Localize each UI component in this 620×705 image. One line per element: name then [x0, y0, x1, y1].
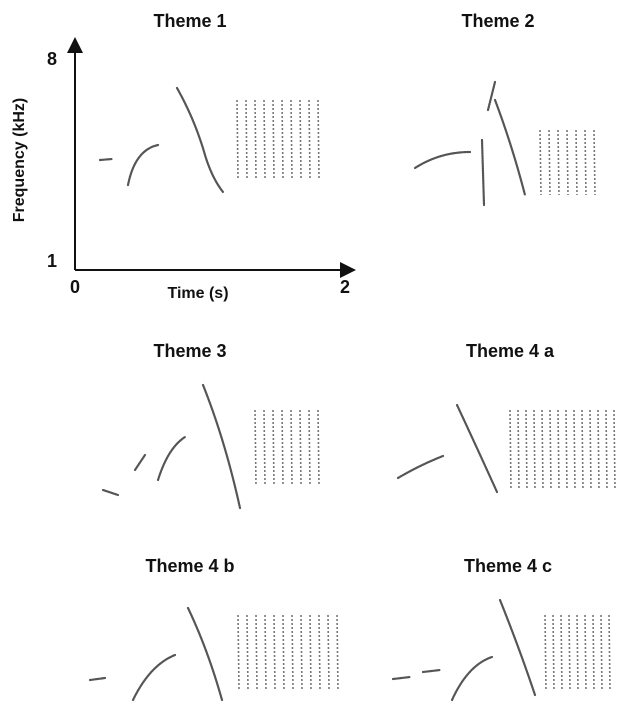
y-tick-label: 8: [47, 49, 57, 69]
trill-note: [557, 409, 560, 491]
note: [413, 150, 472, 170]
trill-note: [245, 99, 248, 179]
note: [126, 143, 160, 187]
trill-note: [593, 129, 596, 196]
note: [391, 675, 412, 681]
note: [455, 403, 499, 494]
trill-note: [263, 99, 266, 179]
spectrogram: [88, 80, 537, 702]
note: [131, 653, 177, 702]
note: [421, 668, 442, 674]
x-tick-label: 0: [70, 277, 80, 297]
trill-note: [533, 409, 536, 491]
trill-note: [613, 409, 616, 491]
trill-note: [237, 614, 240, 691]
trill-note: [566, 129, 569, 196]
panel-title: Theme 2: [461, 11, 534, 31]
note: [450, 655, 494, 702]
note: [98, 157, 114, 162]
trill-note: [548, 129, 551, 196]
note: [133, 453, 147, 472]
trill-note: [327, 614, 330, 691]
trill-note: [317, 409, 320, 486]
trill-note: [236, 99, 239, 179]
panel-title: Theme 3: [153, 341, 226, 361]
note: [396, 454, 445, 480]
trill-note: [541, 409, 544, 491]
trill-note: [509, 409, 512, 491]
trill-note: [300, 614, 303, 691]
note: [186, 606, 224, 702]
trill-note: [525, 409, 528, 491]
trill-note: [544, 614, 547, 691]
panel-title: Theme 4 a: [466, 341, 555, 361]
trill-note: [254, 409, 257, 486]
trill-note: [336, 614, 339, 691]
trill-note: [573, 409, 576, 491]
trill-note: [273, 614, 276, 691]
trill-note: [560, 614, 563, 691]
trill-note: [263, 409, 266, 486]
trill-note: [575, 129, 578, 196]
trill-note: [600, 614, 603, 691]
trill-note: [517, 409, 520, 491]
trill-note: [308, 99, 311, 179]
trill-note: [552, 614, 555, 691]
trill-note: [308, 409, 311, 486]
trill-note: [254, 99, 257, 179]
trill-note: [605, 409, 608, 491]
trill-note: [317, 99, 320, 179]
trill-note: [291, 614, 294, 691]
trill-note: [581, 409, 584, 491]
trill-note: [272, 409, 275, 486]
trill-note: [549, 409, 552, 491]
trill-note: [255, 614, 258, 691]
trill-note: [299, 99, 302, 179]
trill-note: [597, 409, 600, 491]
y-axis-label: Frequency (kHz): [11, 98, 28, 222]
trill-note: [282, 614, 285, 691]
trill-note: [318, 614, 321, 691]
trill-note: [290, 409, 293, 486]
trill-note: [592, 614, 595, 691]
trill-note: [281, 409, 284, 486]
trill-note: [299, 409, 302, 486]
note: [486, 80, 497, 112]
trill-note: [589, 409, 592, 491]
trill-note: [290, 99, 293, 179]
trill-note: [539, 129, 542, 196]
trill-note: [584, 129, 587, 196]
trill-note: [565, 409, 568, 491]
note: [156, 435, 187, 482]
trill-note: [272, 99, 275, 179]
panel-title: Theme 4 b: [145, 556, 234, 576]
trill-note: [608, 614, 611, 691]
y-tick-label: 1: [47, 251, 57, 271]
note: [480, 138, 486, 207]
trill-note: [584, 614, 587, 691]
trill-note: [309, 614, 312, 691]
x-tick-label: 2: [340, 277, 350, 297]
trill-note: [264, 614, 267, 691]
trill-note: [568, 614, 571, 691]
trill-note: [576, 614, 579, 691]
note: [101, 488, 120, 497]
x-axis-label: Time (s): [167, 285, 228, 302]
panel-title: Theme 1: [153, 11, 226, 31]
note: [498, 598, 537, 697]
trill-note: [281, 99, 284, 179]
trill-note: [246, 614, 249, 691]
panel-title: Theme 4 c: [464, 556, 552, 576]
note: [493, 98, 527, 197]
trill-note: [557, 129, 560, 196]
note: [201, 383, 242, 510]
note: [88, 676, 107, 682]
note: [175, 86, 225, 194]
